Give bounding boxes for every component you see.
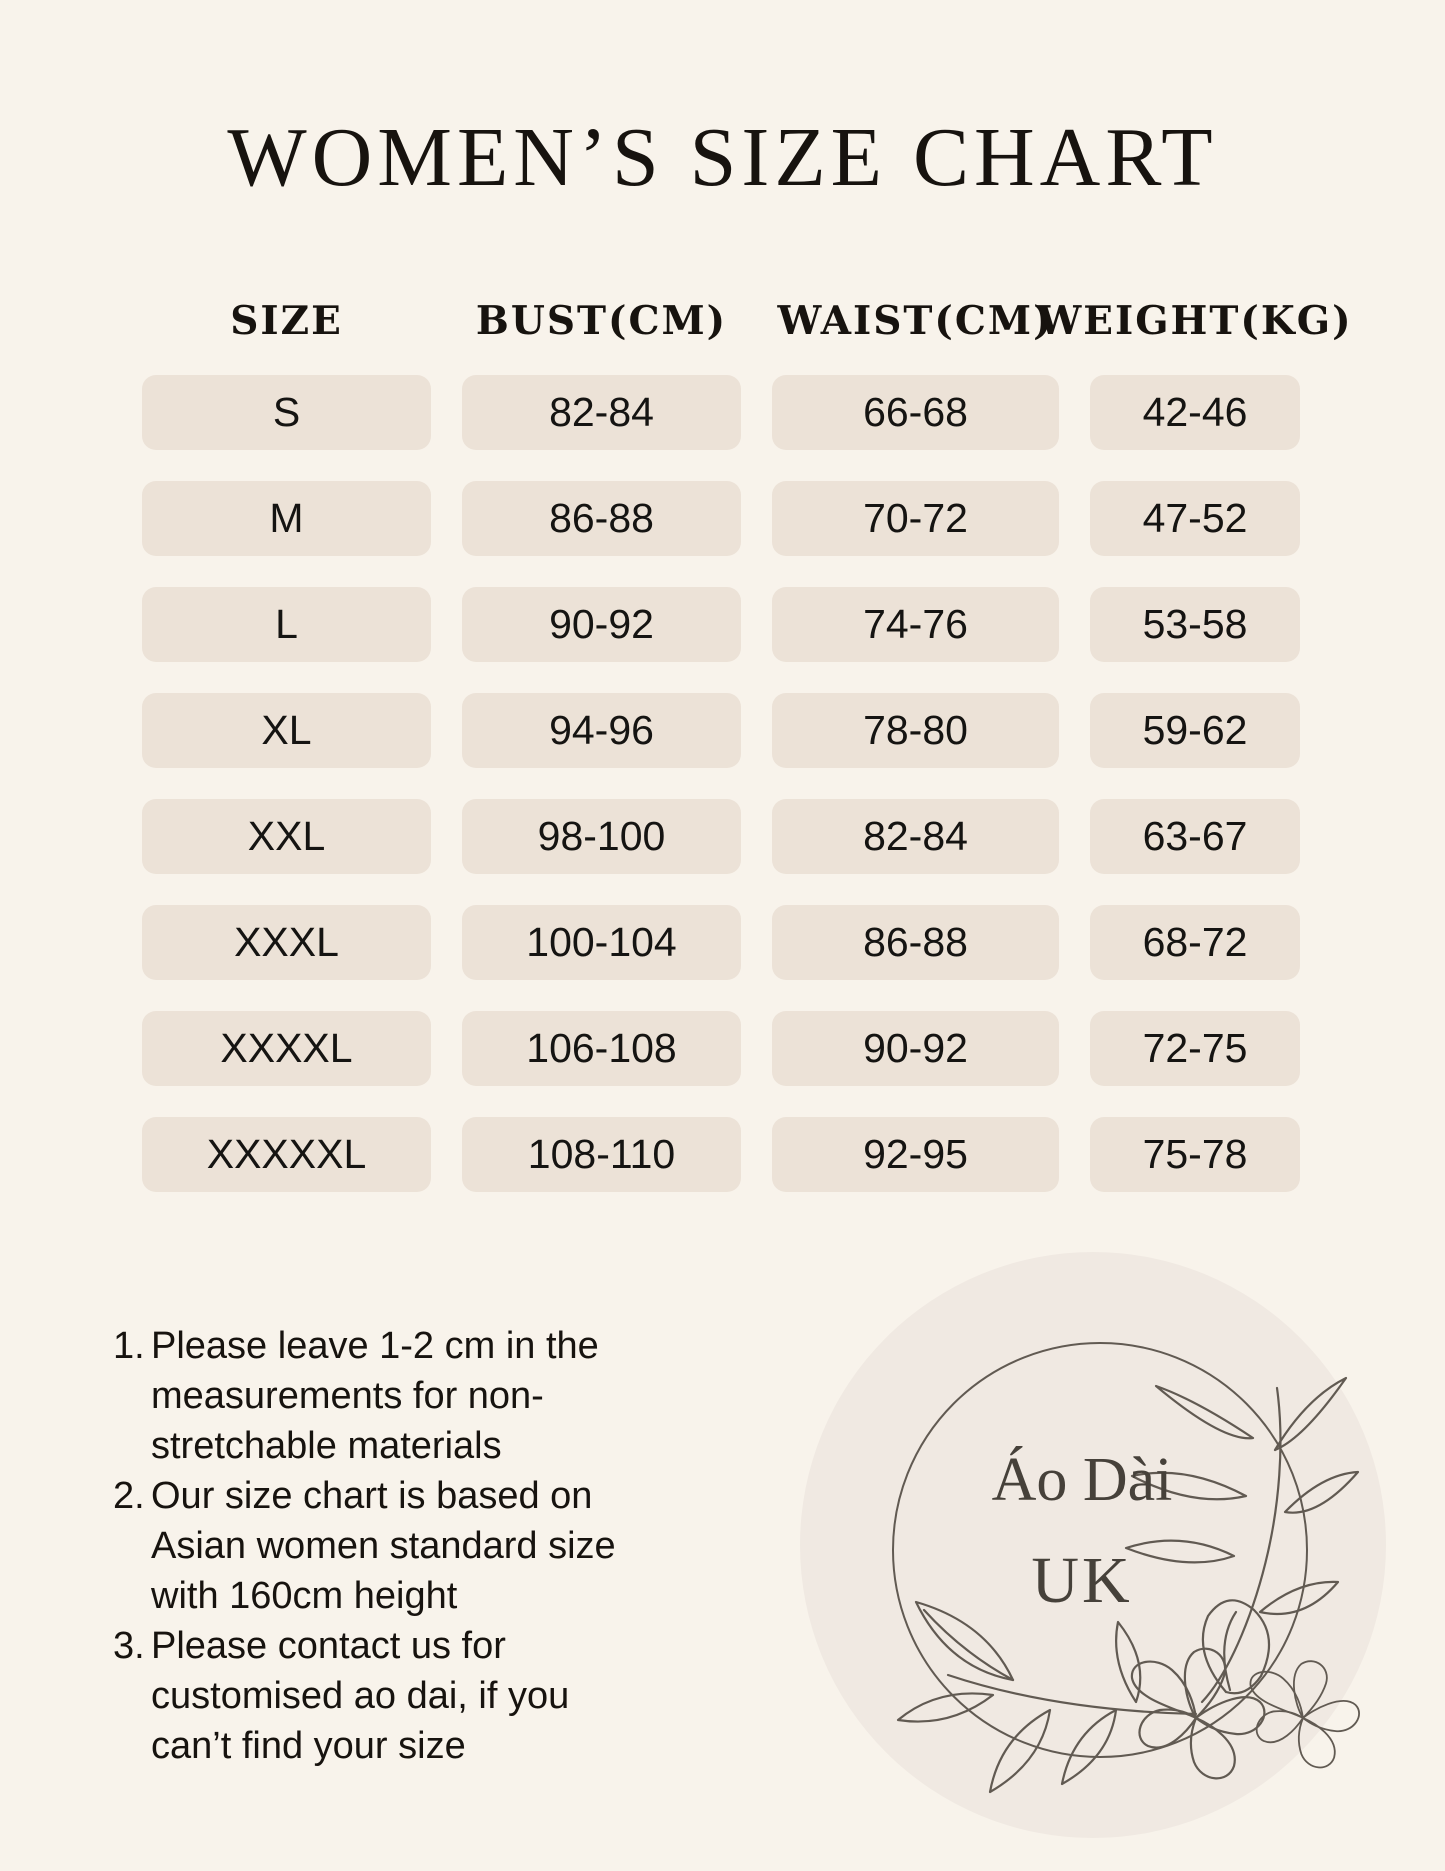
cell-waist: 90-92 — [772, 1011, 1059, 1086]
note-text: Please leave 1-2 cm in the measurements … — [151, 1325, 599, 1467]
cell-size: XXL — [142, 799, 431, 874]
logo-wordmark-line1: Áo Dài — [992, 1446, 1173, 1514]
note-item: 1. Please leave 1-2 cm in the measuremen… — [113, 1321, 625, 1471]
cell-waist: 66-68 — [772, 375, 1059, 450]
cell-waist: 86-88 — [772, 905, 1059, 980]
brand-logo: Áo Dài UK — [800, 1252, 1386, 1838]
size-table: SIZE BUST(CM) WAIST(CM) WEIGHT(KG) S 82-… — [142, 296, 1353, 1192]
cell-bust: 108-110 — [462, 1117, 741, 1192]
cell-bust: 86-88 — [462, 481, 741, 556]
cell-weight: 59-62 — [1090, 693, 1300, 768]
cell-bust: 100-104 — [462, 905, 741, 980]
note-item: 3. Please contact us for customised ao d… — [113, 1621, 625, 1771]
note-item: 2. Our size chart is based on Asian wome… — [113, 1471, 625, 1621]
cell-size: M — [142, 481, 431, 556]
cell-weight: 72-75 — [1090, 1011, 1300, 1086]
cell-size: L — [142, 587, 431, 662]
page-title: WOMEN’S SIZE CHART — [227, 111, 1218, 204]
cell-weight: 75-78 — [1090, 1117, 1300, 1192]
logo-circle — [800, 1252, 1386, 1838]
floral-line-art — [896, 1376, 1360, 1794]
cell-weight: 47-52 — [1090, 481, 1300, 556]
cell-weight: 42-46 — [1090, 375, 1300, 450]
cell-size: S — [142, 375, 431, 450]
cell-waist: 70-72 — [772, 481, 1059, 556]
column-header-waist: WAIST(CM) — [777, 298, 1054, 344]
cell-weight: 53-58 — [1090, 587, 1300, 662]
cell-bust: 98-100 — [462, 799, 741, 874]
cell-size: XXXXL — [142, 1011, 431, 1086]
notes-list: 1. Please leave 1-2 cm in the measuremen… — [113, 1321, 625, 1771]
note-number: 3. — [113, 1625, 145, 1667]
cell-waist: 82-84 — [772, 799, 1059, 874]
logo-wordmark-line2: UK — [1031, 1544, 1132, 1617]
note-number: 1. — [113, 1325, 145, 1367]
column-header-weight: WEIGHT(KG) — [1037, 298, 1353, 344]
cell-waist: 92-95 — [772, 1117, 1059, 1192]
column-header-bust: BUST(CM) — [475, 298, 728, 344]
cell-weight: 63-67 — [1090, 799, 1300, 874]
cell-bust: 82-84 — [462, 375, 741, 450]
cell-bust: 90-92 — [462, 587, 741, 662]
cell-bust: 106-108 — [462, 1011, 741, 1086]
logo-ring — [892, 1342, 1308, 1758]
note-text: Our size chart is based on Asian women s… — [151, 1475, 616, 1617]
column-header-size: SIZE — [230, 298, 343, 344]
cell-size: XL — [142, 693, 431, 768]
cell-size: XXXXXL — [142, 1117, 431, 1192]
note-number: 2. — [113, 1475, 145, 1517]
note-text: Please contact us for customised ao dai,… — [151, 1625, 570, 1767]
cell-size: XXXL — [142, 905, 431, 980]
cell-waist: 74-76 — [772, 587, 1059, 662]
cell-bust: 94-96 — [462, 693, 741, 768]
cell-weight: 68-72 — [1090, 905, 1300, 980]
cell-waist: 78-80 — [772, 693, 1059, 768]
